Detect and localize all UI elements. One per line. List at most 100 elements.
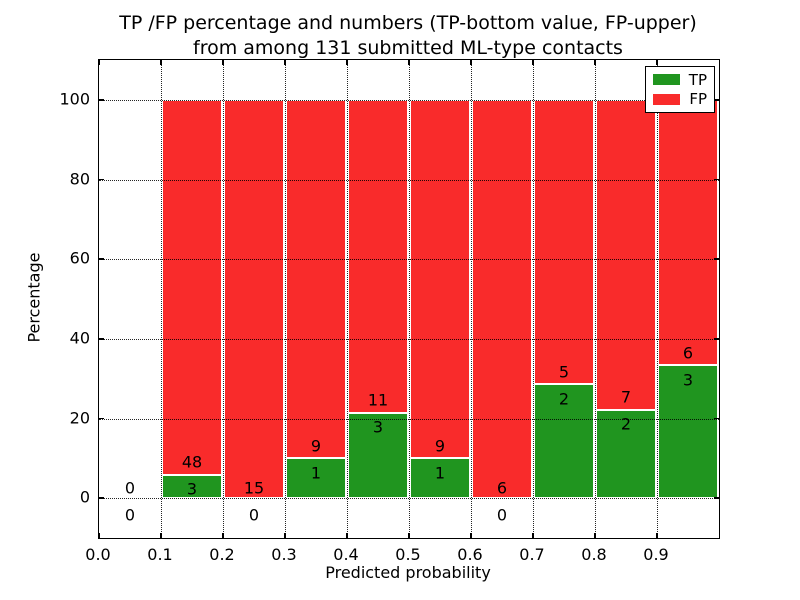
fp-count-label: 9 — [310, 436, 322, 456]
gridline-vertical — [409, 60, 410, 538]
tp-count-label: 1 — [310, 463, 322, 483]
x-tick-label: 0.4 — [333, 545, 359, 564]
x-tick-mark — [284, 533, 286, 538]
x-tick-mark — [346, 60, 348, 65]
tp-bar-segment — [162, 474, 222, 499]
legend-item: FP — [653, 90, 707, 108]
fp-bar-segment — [472, 99, 532, 499]
x-tick-mark — [284, 60, 286, 65]
fp-swatch-icon — [653, 93, 681, 105]
y-tick-mark — [99, 99, 104, 101]
fp-count-label: 5 — [558, 362, 570, 382]
fp-bar-segment — [286, 99, 346, 459]
legend-item-label: TP — [688, 70, 707, 89]
fp-count-label: 0 — [124, 478, 136, 498]
tp-count-label: 2 — [558, 389, 570, 409]
gridline-vertical — [161, 60, 162, 538]
y-tick-mark — [99, 417, 104, 420]
y-tick-label: 0 — [79, 487, 90, 507]
y-axis-label: Percentage — [24, 252, 44, 343]
x-tick-mark — [160, 60, 162, 65]
tp-count-label: 3 — [186, 479, 198, 499]
fp-count-label: 6 — [496, 478, 508, 498]
legend-item-label: FP — [689, 90, 707, 109]
x-tick-mark — [594, 533, 596, 538]
y-tick-mark — [99, 178, 104, 181]
x-tick-mark — [408, 60, 410, 65]
x-tick-label: 0.2 — [209, 545, 235, 564]
tp-count-label: 2 — [620, 414, 632, 434]
tp-bar-segment — [410, 458, 470, 499]
x-tick-label: 0.6 — [457, 545, 483, 564]
fp-count-label: 11 — [367, 390, 389, 410]
y-tick-label: 60 — [69, 248, 90, 268]
fp-count-label: 15 — [243, 478, 265, 498]
fp-bar-segment — [410, 99, 470, 459]
chart-title-line1: TP /FP percentage and numbers (TP-bottom… — [119, 12, 697, 34]
x-tick-label: 0.9 — [643, 545, 669, 564]
tp-bar-segment — [658, 365, 718, 499]
fp-bar-segment — [348, 99, 408, 413]
tp-count-label: 0 — [496, 505, 508, 525]
fp-count-label: 7 — [620, 387, 632, 407]
fp-bar-segment — [162, 99, 222, 475]
x-tick-mark — [594, 60, 596, 65]
tp-bar-segment — [596, 409, 656, 499]
y-tick-label: 100 — [59, 89, 90, 109]
chart-title: TP /FP percentage and numbers (TP-bottom… — [90, 11, 726, 61]
x-tick-mark — [222, 60, 224, 65]
x-tick-mark — [160, 533, 162, 538]
x-tick-label: 0.7 — [519, 545, 545, 564]
gridline-vertical — [471, 60, 472, 538]
x-tick-mark — [222, 533, 224, 538]
tp-count-label: 0 — [124, 505, 136, 525]
y-tick-mark — [714, 178, 719, 181]
x-tick-label: 0.5 — [395, 545, 421, 564]
fp-bar-segment — [224, 99, 284, 499]
tp-swatch-icon — [653, 74, 680, 86]
tp-bar-segment — [348, 412, 408, 499]
x-tick-label: 0.0 — [85, 545, 111, 564]
x-tick-mark — [98, 533, 100, 538]
x-tick-mark — [656, 60, 658, 65]
y-tick-mark — [99, 338, 104, 340]
chart-title-line2: from among 131 submitted ML-type contact… — [193, 37, 623, 59]
x-tick-mark — [470, 60, 472, 65]
fp-bar-segment — [596, 99, 656, 410]
legend: TP FP — [645, 66, 715, 113]
plot-area: 0 0 48 3 15 0 9 1 11 3 9 1 6 0 5 2 7 2 6 3 — [98, 59, 720, 539]
legend-item: TP — [653, 71, 707, 89]
y-tick-mark — [714, 338, 719, 340]
x-axis-label: Predicted probability — [325, 563, 491, 582]
tp-count-label: 3 — [682, 370, 694, 390]
y-tick-mark — [714, 258, 719, 260]
fp-count-label: 48 — [181, 452, 203, 472]
tp-count-label: 3 — [372, 417, 384, 437]
x-tick-label: 0.3 — [271, 545, 297, 564]
x-tick-label: 0.1 — [147, 545, 173, 564]
x-tick-mark — [532, 533, 534, 538]
y-tick-label: 80 — [69, 169, 90, 188]
x-tick-mark — [656, 533, 658, 538]
x-tick-mark — [346, 533, 348, 538]
gridline-vertical — [595, 60, 596, 538]
gridline-vertical — [347, 60, 348, 538]
tp-bar-segment — [286, 458, 346, 499]
x-tick-mark — [470, 533, 472, 538]
fp-count-label: 9 — [434, 436, 446, 456]
gridline-vertical — [657, 60, 658, 538]
gridline-vertical — [285, 60, 286, 538]
y-tick-label: 20 — [69, 408, 90, 427]
y-tick-label: 40 — [69, 328, 90, 348]
gridline-vertical — [223, 60, 224, 538]
y-tick-mark — [714, 497, 719, 499]
y-tick-mark — [99, 258, 104, 260]
x-tick-mark — [98, 60, 100, 65]
x-tick-mark — [408, 533, 410, 538]
x-tick-label: 0.8 — [581, 545, 607, 564]
fp-bar-segment — [534, 99, 594, 385]
y-tick-mark — [714, 99, 719, 101]
y-tick-mark — [714, 417, 719, 420]
tp-count-label: 1 — [434, 463, 446, 483]
